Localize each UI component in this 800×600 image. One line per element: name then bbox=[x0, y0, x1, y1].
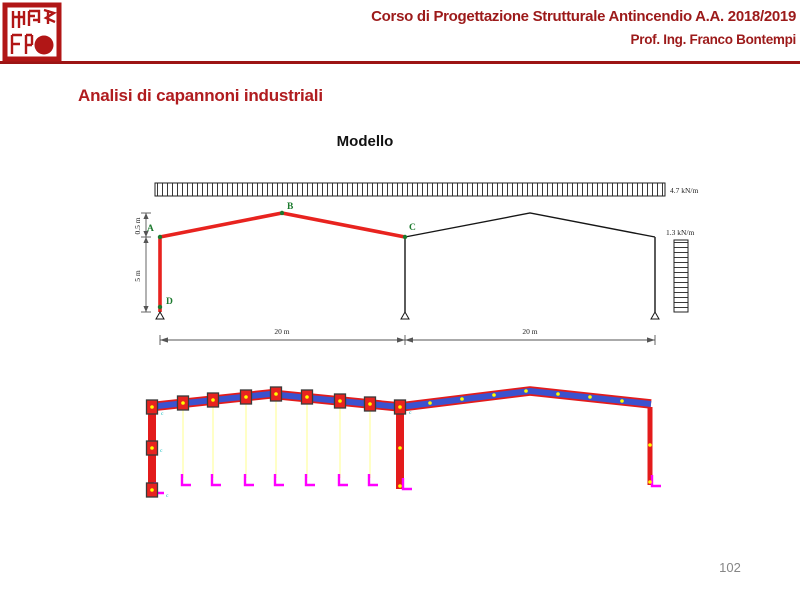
node-dot-c bbox=[402, 234, 408, 240]
dim-rise-label: 0.5 m bbox=[133, 217, 142, 234]
vertical-dimension-arrows bbox=[143, 213, 149, 312]
seal-logo-graphic bbox=[2, 2, 62, 62]
fem-hanger-lines bbox=[182, 401, 371, 478]
span-right-label: 20 m bbox=[522, 327, 537, 336]
supports bbox=[155, 310, 660, 320]
support-triangle-right bbox=[650, 310, 660, 320]
frame-diagram: 4.7 kN/m 1.3 kN/m A B C D bbox=[133, 182, 699, 345]
fem-model-diagram: c c c c bbox=[145, 386, 661, 499]
professor-name: Prof. Ing. Franco Bontempi bbox=[630, 32, 797, 47]
fem-release-marker bbox=[210, 474, 221, 487]
figure-title: Modello bbox=[336, 133, 394, 150]
node-label-c: C bbox=[409, 223, 416, 233]
node-dot-d bbox=[157, 304, 163, 310]
fem-node-tag: c bbox=[409, 410, 412, 416]
span-left-label: 20 m bbox=[274, 327, 289, 336]
fem-node-dots bbox=[398, 389, 652, 488]
node-dots bbox=[157, 210, 408, 310]
fem-release-markers bbox=[153, 474, 661, 495]
page-title: Analisi di capannoni industriali bbox=[78, 86, 323, 105]
fem-member-boxes bbox=[145, 386, 407, 498]
horizontal-dimension-arrows bbox=[160, 337, 655, 343]
wind-load-label: 1.3 kN/m bbox=[666, 228, 695, 237]
roof-load-label: 4.7 kN/m bbox=[670, 186, 699, 195]
fem-node-tag: c bbox=[166, 493, 169, 499]
fem-release-marker bbox=[401, 478, 412, 491]
header-divider bbox=[0, 61, 800, 64]
seal-logo-icon bbox=[2, 2, 62, 62]
node-dot-a bbox=[157, 234, 163, 240]
support-triangle-middle bbox=[400, 310, 410, 320]
fem-node-tag: c bbox=[160, 448, 163, 454]
fem-release-marker bbox=[650, 475, 661, 488]
fem-release-marker bbox=[273, 474, 284, 487]
node-label-a: A bbox=[147, 224, 154, 234]
fem-node-tag: c bbox=[161, 411, 164, 417]
node-label-b: B bbox=[287, 202, 294, 212]
support-triangle-left bbox=[155, 310, 165, 320]
node-label-d: D bbox=[166, 297, 173, 307]
frame-left-bay-highlighted bbox=[158, 211, 406, 312]
fem-release-marker bbox=[180, 474, 191, 487]
course-title: Corso di Progettazione Strutturale Antin… bbox=[371, 8, 796, 25]
header: Corso di Progettazione Strutturale Antin… bbox=[371, 8, 796, 47]
fem-release-marker bbox=[304, 474, 315, 487]
fem-release-marker bbox=[337, 474, 348, 487]
page-number: 102 bbox=[719, 560, 741, 575]
wind-load-band bbox=[673, 239, 689, 313]
fem-release-marker bbox=[367, 474, 378, 487]
roof-load-band bbox=[154, 182, 666, 197]
fem-release-marker bbox=[243, 474, 254, 487]
dim-height-label: 5 m bbox=[133, 270, 142, 282]
frame-right-bay bbox=[404, 212, 656, 312]
node-dot-b bbox=[279, 210, 285, 216]
